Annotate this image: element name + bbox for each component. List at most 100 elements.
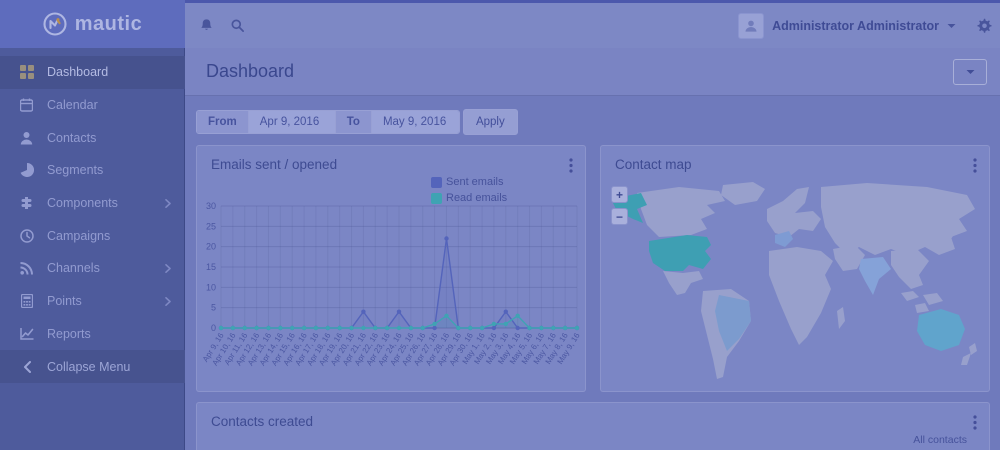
apply-button[interactable]: Apply [462, 109, 518, 135]
user-avatar[interactable] [738, 12, 765, 39]
region-indonesia-3[interactable] [915, 303, 929, 313]
map-zoom-out-button[interactable]: − [611, 208, 628, 225]
dashboard-options-dropdown-button[interactable] [953, 58, 987, 85]
chevron-right-icon [165, 198, 171, 208]
region-indonesia-1[interactable] [901, 291, 919, 301]
to-label: To [335, 111, 371, 133]
legend-swatch [431, 193, 442, 204]
map-zoom-in-button[interactable]: + [611, 186, 628, 203]
region-africa[interactable] [769, 247, 833, 345]
sidebar-item-label: Collapse Menu [47, 359, 131, 374]
region-russia-asia[interactable] [821, 183, 975, 255]
chevron-right-icon [165, 263, 171, 273]
legend-item: Sent emails [431, 176, 503, 189]
clock-icon [19, 228, 34, 243]
sidebar-item-label: Reports [47, 326, 91, 341]
legend-swatch [431, 177, 442, 188]
page-title: Dashboard [206, 61, 295, 81]
region-middle-east[interactable] [833, 245, 865, 271]
contacts-created-panel: Contacts created All contacts [196, 402, 990, 450]
svg-text:10: 10 [206, 282, 216, 292]
legend-item: Read emails [431, 192, 507, 205]
y-axis-labels: 0 5 10 15 20 25 30 [206, 201, 216, 333]
svg-text:0: 0 [211, 323, 216, 333]
region-united-states[interactable] [649, 235, 711, 271]
region-france[interactable] [775, 231, 793, 247]
emails-chart-legend: Sent emails Read emails [431, 176, 543, 205]
sidebar-item-label: Calendar [47, 98, 98, 113]
calendar-icon [19, 98, 34, 113]
contacts-panel-title: Contacts created [211, 414, 314, 429]
region-greenland[interactable] [721, 182, 765, 205]
topbar: Administrator Administrator [185, 0, 1000, 48]
region-new-zealand-1[interactable] [969, 343, 977, 355]
sidebar-item-reports[interactable]: Reports [0, 318, 185, 351]
notifications-bell-icon[interactable] [199, 18, 214, 33]
sidebar: mautic Dashboard Calendar Contacts Segments… [0, 0, 185, 450]
page-header: Dashboard [185, 48, 1000, 96]
sidebar-nav: Dashboard Calendar Contacts Segments Compone… [0, 56, 185, 383]
to-date-input[interactable]: May 9, 2016 [370, 111, 459, 133]
legend-item: All contacts [913, 434, 967, 446]
from-date-input[interactable]: Apr 9, 2016 [247, 111, 336, 133]
region-mexico[interactable] [663, 271, 703, 295]
sidebar-item-label: Segments [47, 163, 104, 178]
pie-icon [19, 163, 34, 178]
chevron-right-icon [165, 296, 171, 306]
sidebar-item-components[interactable]: Components [0, 187, 185, 220]
mautic-logo-text: mautic [74, 12, 143, 35]
emails-panel-header: Emails sent / opened [197, 146, 585, 173]
sidebar-item-label: Dashboard [47, 65, 109, 80]
puzzle-icon [19, 196, 34, 211]
settings-gear-icon[interactable] [976, 18, 992, 34]
emails-panel-ellipsis-icon[interactable] [569, 157, 573, 173]
map-panel-title: Contact map [615, 157, 692, 172]
legend-label: All contacts [913, 434, 967, 446]
calculator-icon [19, 294, 34, 309]
sidebar-item-label: Points [47, 294, 82, 309]
map-panel-ellipsis-icon[interactable] [973, 157, 977, 173]
contacts-panel-header: Contacts created [197, 403, 989, 430]
sidebar-item-channels[interactable]: Channels [0, 252, 185, 285]
region-india[interactable] [859, 257, 891, 295]
contact-map-panel: Contact map [600, 145, 990, 392]
legend-label: Read emails [446, 192, 508, 204]
sidebar-item-label: Contacts [47, 130, 97, 145]
sidebar-item-contacts[interactable]: Contacts [0, 121, 185, 154]
sidebar-item-label: Campaigns [47, 228, 111, 243]
user-menu-caret-down-icon[interactable] [947, 23, 956, 29]
date-range-group: From Apr 9, 2016 To May 9, 2016 [196, 110, 460, 134]
contacts-panel-ellipsis-icon[interactable] [973, 414, 977, 430]
map-zoom-controls: + − [611, 186, 628, 225]
user-name[interactable]: Administrator Administrator [772, 18, 939, 33]
date-filter-toolbar: From Apr 9, 2016 To May 9, 2016 Apply [185, 96, 1000, 135]
region-europe[interactable] [767, 187, 821, 237]
sidebar-item-label: Channels [47, 261, 100, 276]
main-content: Dashboard From Apr 9, 2016 To May 9, 201… [185, 48, 1000, 450]
sidebar-item-collapse-menu[interactable]: Collapse Menu [0, 350, 185, 383]
sidebar-item-campaigns[interactable]: Campaigns [0, 219, 185, 252]
region-brazil[interactable] [715, 295, 751, 351]
region-china-southeast[interactable] [891, 249, 929, 289]
region-united-kingdom[interactable] [768, 213, 778, 227]
region-japan[interactable] [941, 223, 955, 245]
sidebar-item-dashboard[interactable]: Dashboard [0, 56, 185, 89]
region-new-zealand-2[interactable] [961, 353, 971, 365]
region-madagascar[interactable] [837, 307, 845, 329]
topbar-user-area: Administrator Administrator [738, 12, 992, 39]
sidebar-item-points[interactable]: Points [0, 285, 185, 318]
line-chart-icon [19, 326, 34, 341]
mautic-logo[interactable]: mautic [0, 0, 185, 48]
region-canada[interactable] [637, 187, 725, 237]
region-australia[interactable] [917, 309, 965, 351]
sidebar-item-calendar[interactable]: Calendar [0, 89, 185, 122]
emails-panel-title: Emails sent / opened [211, 157, 338, 172]
emails-line-chart[interactable]: 0 5 10 15 20 25 30 Apr 9, 16 Apr 10, 16 Apr 11, 1… [201, 198, 582, 391]
region-indonesia-2[interactable] [923, 293, 943, 305]
rss-icon [19, 261, 34, 276]
sidebar-item-segments[interactable]: Segments [0, 154, 185, 187]
world-map [607, 179, 985, 385]
search-icon[interactable] [230, 18, 245, 33]
